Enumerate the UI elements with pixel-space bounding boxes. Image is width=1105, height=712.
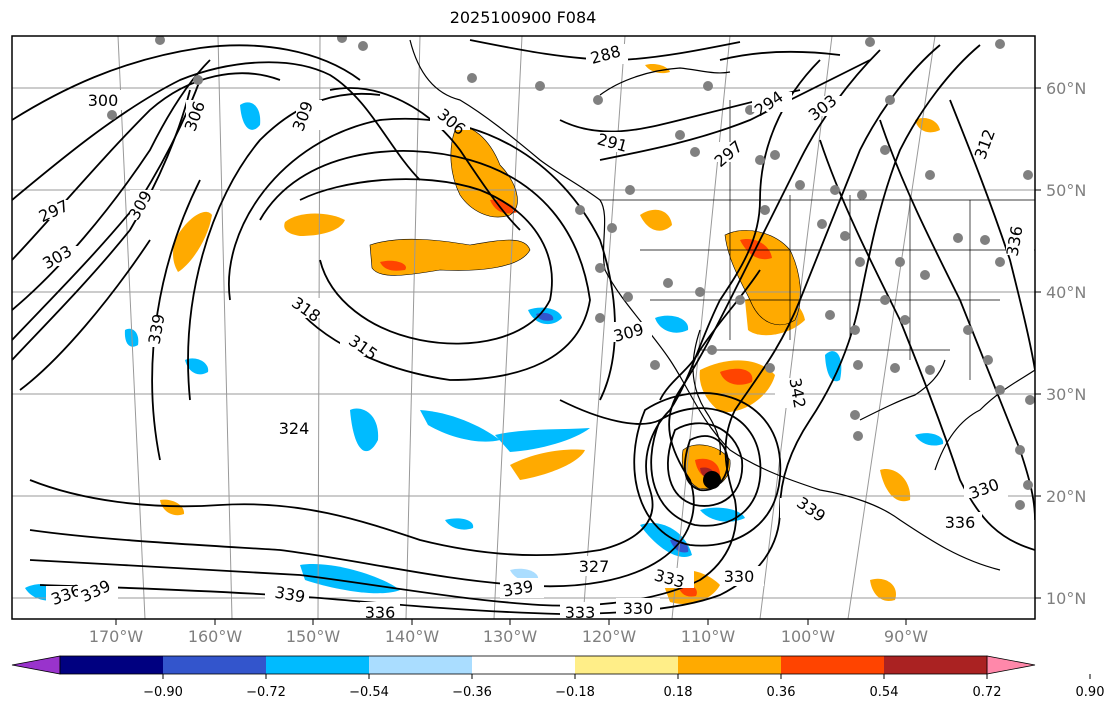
graticule (12, 36, 1035, 619)
colorbar-segment (781, 656, 885, 674)
state-borders (600, 100, 1035, 380)
lon-label-120w: 120°W (582, 627, 637, 646)
storm-center-marker (703, 471, 721, 489)
colorbar-tick-label: −0.54 (349, 685, 389, 700)
colorbar-segment (678, 656, 782, 674)
colorbar-tick-label: −0.90 (143, 685, 183, 700)
contour-labels: 288 291 294 297 303 306 312 300 297 303 … (36, 42, 1034, 622)
lon-label-110w: 110°W (681, 627, 736, 646)
colorbar-segment (884, 656, 988, 674)
colorbar-tick-label: 0.72 (973, 685, 1002, 700)
lon-label-150w: 150°W (286, 627, 341, 646)
lon-label-100w: 100°W (781, 627, 836, 646)
lat-label-20n: 20°N (1046, 487, 1086, 506)
lon-label-130w: 130°W (483, 627, 538, 646)
colorbar-frame (59, 655, 988, 675)
lat-label-40n: 40°N (1046, 283, 1086, 302)
colorbar-tick-label: −0.72 (246, 685, 286, 700)
colorbar-tick-label: 0.90 (1076, 685, 1105, 700)
colorbar-tick-label: 0.36 (767, 685, 796, 700)
colorbar: −0.90 −0.72 −0.54 −0.36 −0.18 0.18 0.36 0.54 0.7… (11, 655, 1105, 700)
latitude-labels: 60°N 50°N 40°N 30°N 20°N 10°N (1046, 79, 1086, 608)
colorbar-tick-label: −0.36 (452, 685, 492, 700)
map-frame (11, 35, 1036, 620)
lon-label-160w: 160°W (188, 627, 243, 646)
colorbar-extend-high (986, 655, 1036, 675)
lon-label-140w: 140°W (385, 627, 440, 646)
anomaly-outlines (369, 127, 801, 490)
lat-label-60n: 60°N (1046, 79, 1086, 98)
lon-label-170w: 170°W (89, 627, 144, 646)
lon-label-90w: 90°W (884, 627, 928, 646)
contour-label: 327 (579, 557, 610, 576)
contour-label: 336 (945, 513, 976, 532)
colorbar-segment (472, 656, 576, 674)
axis-ticks (115, 87, 1041, 625)
contour-label: 330 (623, 599, 654, 618)
colorbar-segment (369, 656, 473, 674)
colorbar-segment (60, 656, 164, 674)
map-title: 2025100900 F084 (449, 8, 597, 27)
contour-label: 336 (365, 603, 396, 622)
contour-label: 333 (565, 603, 596, 622)
contour-label: 300 (88, 91, 119, 110)
colorbar-tick-label: −0.18 (555, 685, 595, 700)
lat-label-30n: 30°N (1046, 385, 1086, 404)
colorbar-segment (266, 656, 370, 674)
colorbar-tick-label: 0.18 (664, 685, 693, 700)
contour-label: 324 (279, 419, 310, 438)
longitude-labels: 170°W 160°W 150°W 140°W 130°W 120°W 110°… (89, 627, 928, 646)
station-dots (107, 36, 1035, 510)
height-contours (12, 39, 1035, 615)
colorbar-segment (163, 656, 267, 674)
colorbar-segment (575, 656, 679, 674)
lat-label-10n: 10°N (1046, 589, 1086, 608)
contour-label: 330 (724, 567, 755, 586)
colorbar-tick-label: 0.54 (870, 685, 899, 700)
lat-label-50n: 50°N (1046, 181, 1086, 200)
colorbar-extend-low (11, 655, 61, 675)
shaded-fields (25, 63, 944, 605)
